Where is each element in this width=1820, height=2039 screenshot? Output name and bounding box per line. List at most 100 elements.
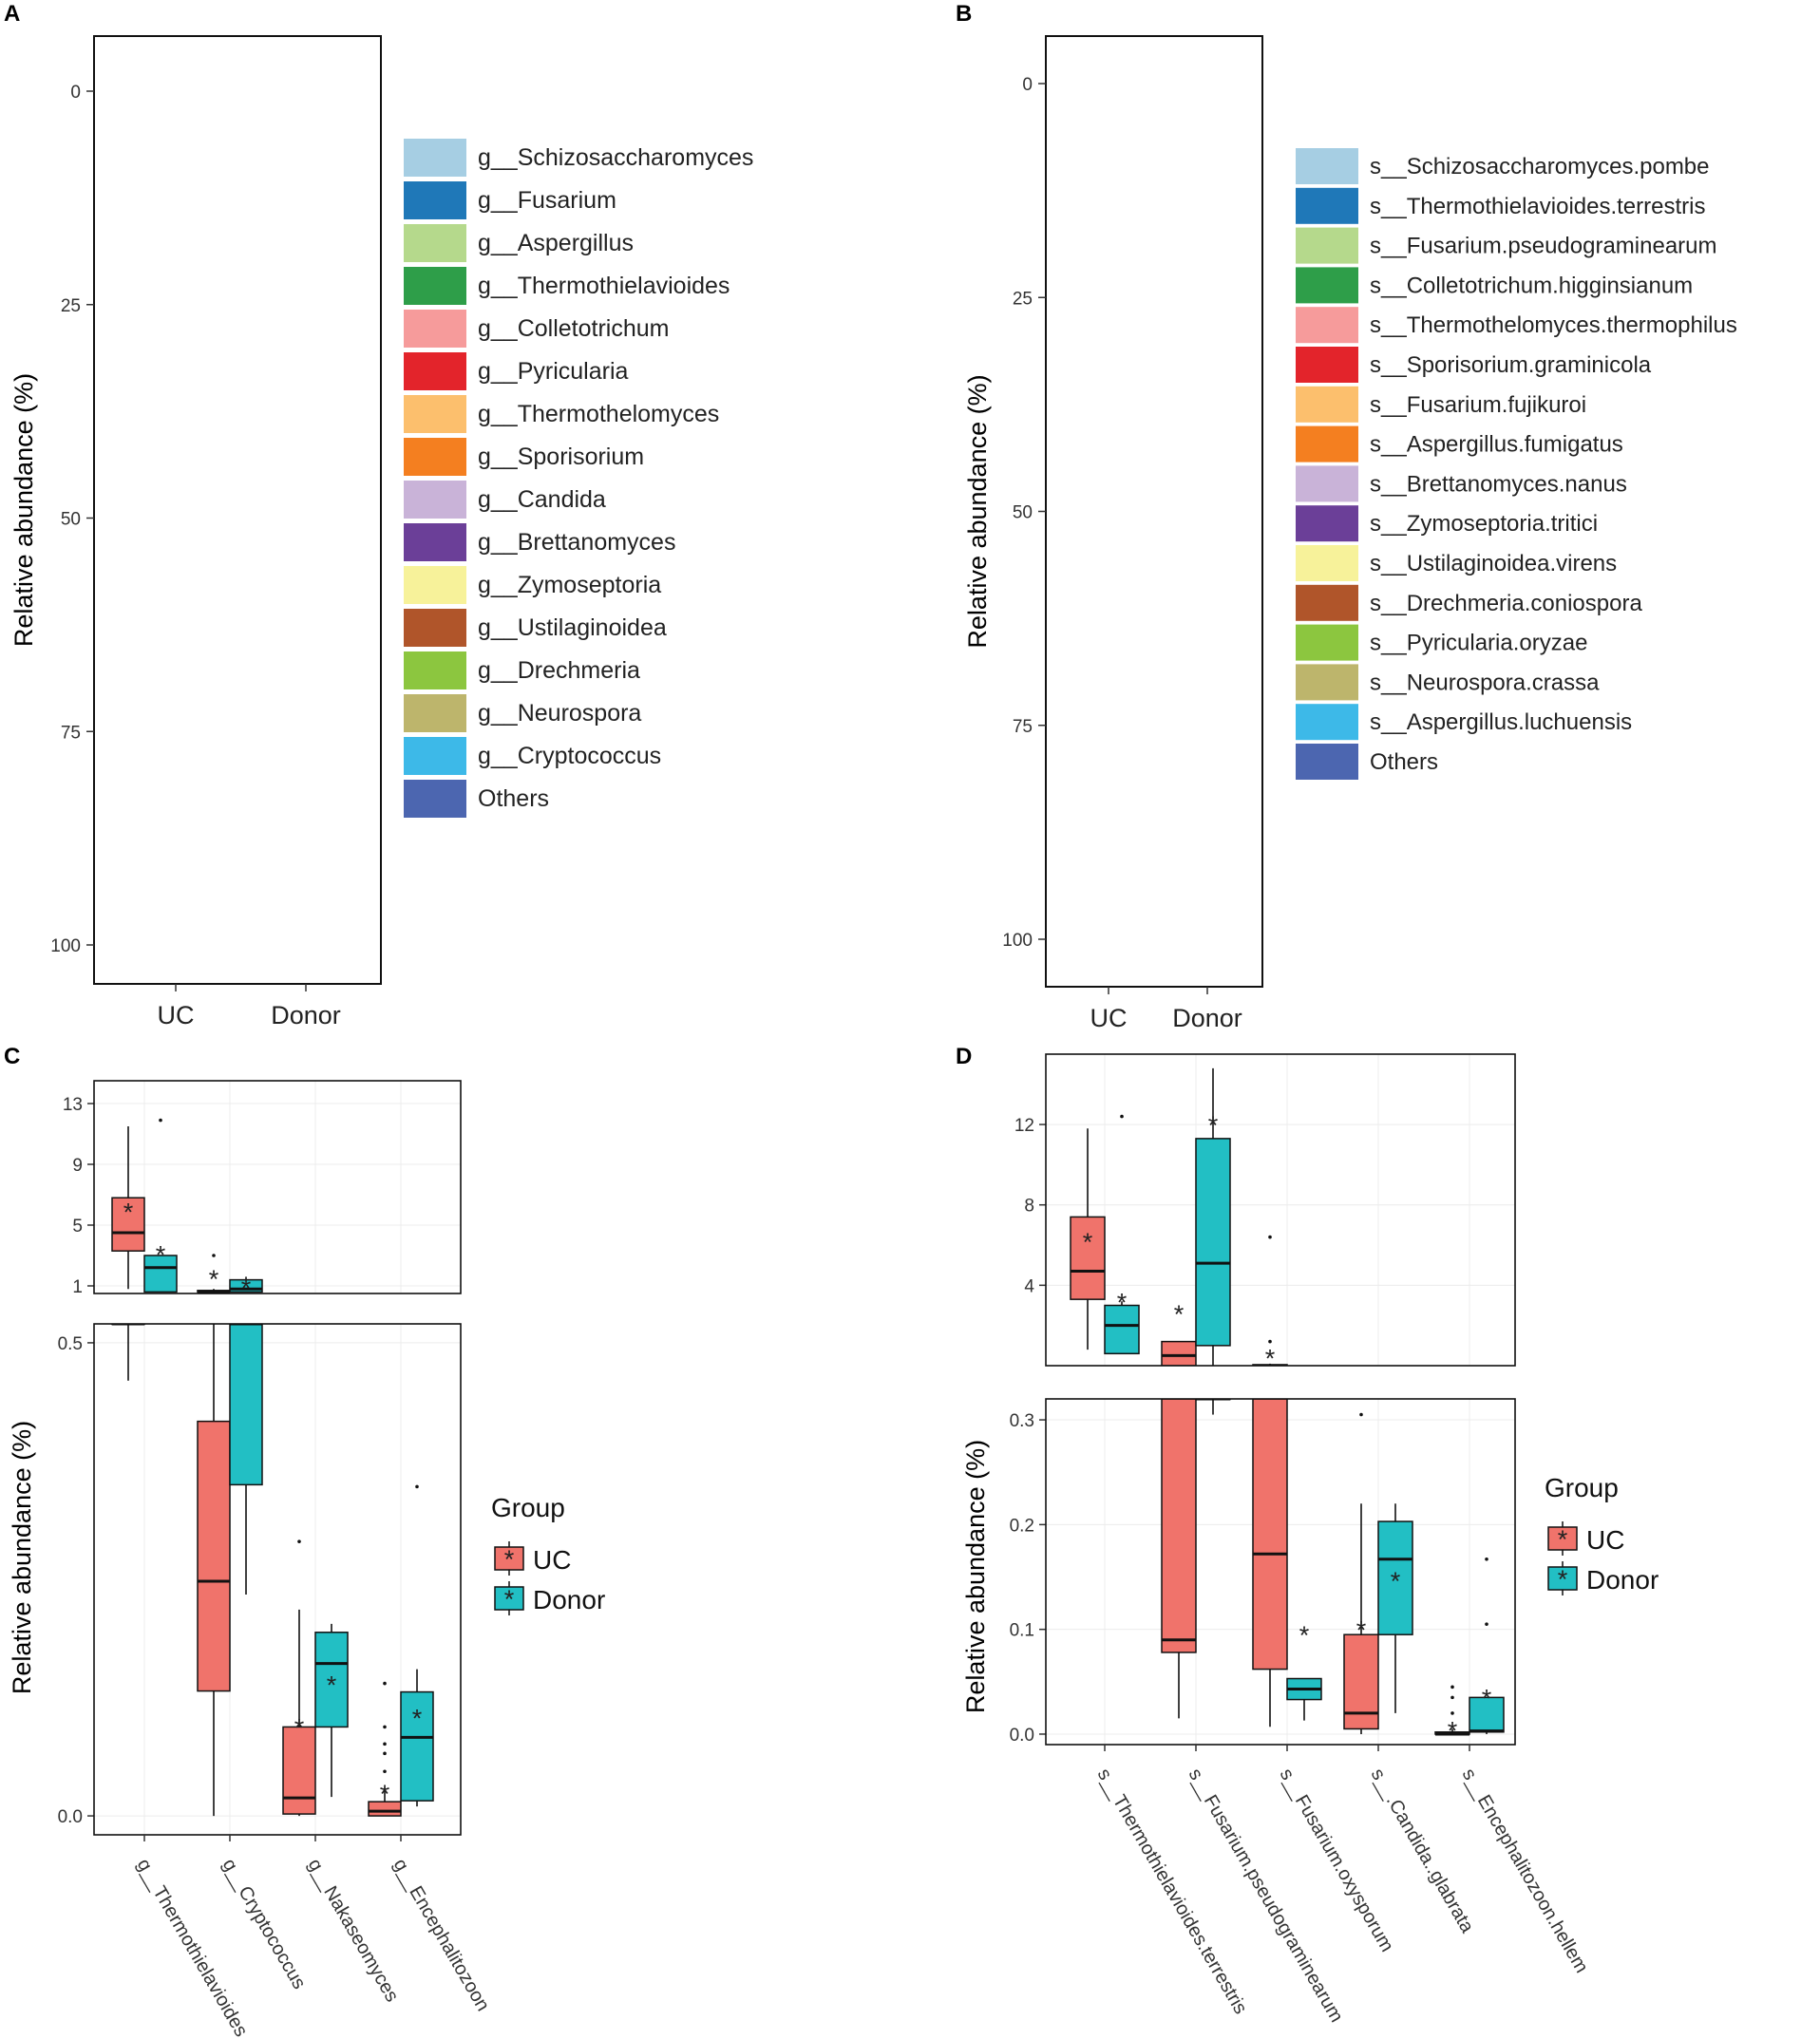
legend-label-g-candida: g__Candida [478,486,606,513]
panel-label-a: A [4,1,20,27]
legend-title: Group [491,1493,565,1522]
legend-label-s-colletotrichum-higginsianum: s__Colletotrichum.higginsianum [1370,273,1693,298]
panel-label-c: C [4,1044,20,1069]
x-category-label-s-fusarium-pseudograminearum: s__Fusarium.pseudograminearum [1185,1765,1347,2027]
y-tick-label-upper: 8 [1024,1197,1034,1217]
legend-swatch-others [1296,744,1358,780]
y-tick-label: 75 [61,723,81,743]
mean-marker-g-encephalitozoon-donor: * [412,1704,423,1732]
legend-label-g-neurospora: g__Neurospora [478,700,641,727]
y-axis-title: Relative abundance (%) [963,374,992,648]
outlier-point-s-fusarium-oxysporum-uc [1268,1339,1272,1344]
mean-marker-g-encephalitozoon-uc: * [380,1780,390,1808]
x-category-label-g-encephalitozoon: g__Encephalitozoon [389,1856,494,2015]
y-tick-label: 100 [1002,931,1033,951]
legend-label-s-sporisorium-graminicola: s__Sporisorium.graminicola [1370,352,1652,378]
y-tick-label: 25 [61,296,81,316]
outlier-point-g-encephalitozoon-uc [383,1725,387,1729]
legend-label-s-neurospora-crassa: s__Neurospora.crassa [1370,670,1600,695]
legend-swatch-g-sporisorium [404,438,466,476]
legend-label-donor: Donor [1586,1565,1659,1595]
upper-plot-frame [1045,1053,1516,1367]
box-s-thermothielavioides-terrestris-donor [1104,1304,1140,1355]
y-tick-label-upper: 13 [63,1095,83,1115]
box-g-nakaseomyces-donor [314,1632,349,1728]
y-tick-label: 0 [70,83,81,103]
x-category-label-donor: Donor [271,1001,341,1029]
panel-label-d: D [956,1044,972,1069]
mean-marker-s-fusarium-oxysporum-uc: * [1265,1345,1276,1373]
outlier-point-s-encephalitozoon-hellem-donor [1485,1557,1488,1561]
legend-label-g-aspergillus: g__Aspergillus [478,230,634,256]
y-tick-label: 25 [1013,289,1033,309]
legend-swatch-g-zymoseptoria [404,566,466,604]
panel-d-box-plot: 4 8 12 * * * * * 0.0 0.1 0.2 0.3 * * * * * s__Thermothiel… [961,1053,1659,2027]
legend-swatch-g-pyricularia [404,352,466,390]
legend-label-others: Others [1370,749,1438,775]
legend-swatch-s-brettanomyces-nanus [1296,465,1358,502]
upper-box-layer: * * * * * [1070,1067,1288,1373]
outlier-point-g-thermothielavioides-donor [159,1118,162,1123]
outlier-point-s-encephalitozoon-hellem-donor [1485,1622,1488,1626]
mean-marker-s-fusarium-pseudograminearum-donor: * [1208,1111,1219,1140]
y-tick-label: 50 [61,510,81,530]
legend-label-g-schizosaccharomyces: g__Schizosaccharomyces [478,144,753,171]
mean-marker-s-thermothielavioides-terrestris-donor: * [1117,1288,1128,1316]
box-g-encephalitozoon-donor [400,1690,434,1802]
legend-label-s-brettanomyces-nanus: s__Brettanomyces.nanus [1370,471,1627,497]
y-tick-label: 75 [1013,717,1033,737]
mean-marker-s-thermothielavioides-terrestris-uc: * [1083,1228,1093,1256]
y-tick-label-upper: 1 [72,1277,83,1297]
outlier-point-s-candida-glabrata-uc [1359,1412,1363,1417]
legend-label-donor: Donor [533,1585,605,1614]
x-category-label-s-candida-glabrata: s__.Candida..glabrata [1367,1765,1478,1937]
upper-box-layer: * * * * [111,1118,263,1293]
box-g-nakaseomyces-uc [282,1726,316,1815]
legend-label-g-brettanomyces: g__Brettanomyces [478,529,675,556]
legend-swatch-g-thermothielavioides [404,267,466,305]
outlier-point-g-encephalitozoon-uc [383,1769,387,1774]
upper-plot-frame [93,1080,462,1294]
y-axis-title: Relative abundance (%) [961,1440,990,1713]
legend-key-uc [1547,1526,1578,1551]
y-tick-label: 50 [1013,503,1033,523]
legend-label-s-aspergillus-fumigatus: s__Aspergillus.fumigatus [1370,432,1623,458]
mean-marker-s-candida-glabrata-donor: * [1391,1567,1401,1595]
legend-swatch-g-schizosaccharomyces [404,139,466,177]
legend-label-g-drechmeria: g__Drechmeria [478,657,640,684]
legend-swatch-s-thermothielavioides-terrestris [1296,187,1358,224]
legend-key-donor [494,1586,524,1611]
legend-title: Group [1545,1473,1619,1502]
x-category-label-s-encephalitozoon-hellem: s__Encephalitozoon.hellem [1458,1765,1592,1977]
legend-label-s-pyricularia-oryzae: s__Pyricularia.oryzae [1370,631,1587,656]
mean-marker-s-encephalitozoon-hellem-donor: * [1482,1684,1492,1712]
y-tick-label: 100 [50,936,81,956]
legend-swatch-s-neurospora-crassa [1296,664,1358,701]
lower-box-layer: * * * * * [1161,1399,1505,1746]
legend-label-s-zymoseptoria-tritici: s__Zymoseptoria.tritici [1370,511,1598,537]
legend-label-uc: UC [1586,1525,1624,1555]
y-axis-title: Relative abundance (%) [9,373,38,647]
mean-marker-s-encephalitozoon-hellem-uc: * [1448,1717,1458,1746]
y-tick-label-upper: 12 [1014,1116,1034,1136]
legend-label-g-pyricularia: g__Pyricularia [478,358,629,385]
mean-marker-g-cryptococcus-uc: * [209,1265,219,1293]
y-tick-label-lower: 0.5 [58,1334,83,1354]
mean-marker-g-thermothielavioides-uc: * [123,1199,134,1227]
legend-label-g-sporisorium: g__Sporisorium [478,444,644,470]
y-tick-label-lower: 0.3 [1010,1411,1034,1431]
y-tick-label-lower: 0.2 [1010,1516,1034,1536]
box-s-fusarium-oxysporum-uc [1252,1399,1288,1671]
legend-swatch-s-schizosaccharomyces-pombe [1296,148,1358,184]
legend-swatch-g-drechmeria [404,651,466,689]
box-g-thermothielavioides-donor [143,1255,178,1293]
y-tick-label-lower: 0.1 [1010,1621,1034,1641]
x-category-label-g-cryptococcus: g__Cryptococcus [218,1856,310,1993]
legend-swatch-g-neurospora [404,694,466,732]
lower-plot-frame [93,1323,462,1836]
plot-frame [1045,35,1263,988]
legend-label-s-ustilaginoidea-virens: s__Ustilaginoidea.virens [1370,551,1617,576]
box-s-encephalitozoon-hellem-donor [1469,1696,1505,1733]
legend-swatch-g-brettanomyces [404,523,466,561]
